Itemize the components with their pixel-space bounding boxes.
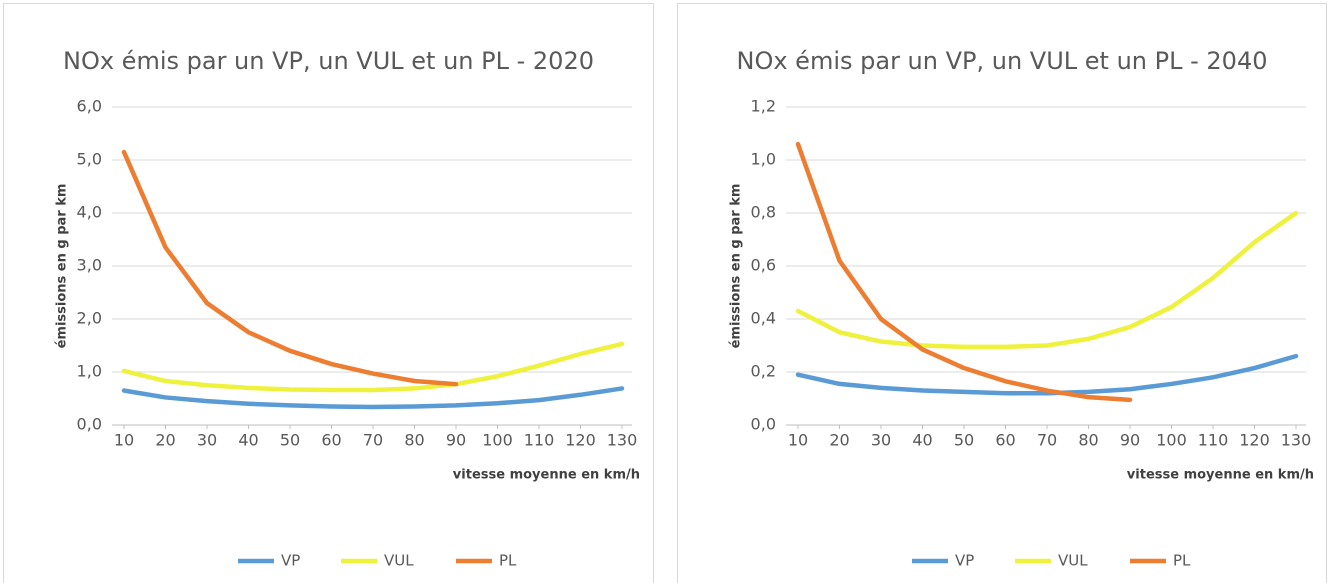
y-tick-label: 1,0 (77, 362, 102, 381)
x-tick-label: 130 (607, 431, 638, 450)
x-tick-label: 70 (1037, 431, 1057, 450)
x-tick-label: 30 (197, 431, 217, 450)
y-tick-label: 2,0 (77, 309, 102, 328)
y-tick-label: 0,2 (751, 362, 776, 381)
y-tick-label: 0,0 (751, 415, 776, 434)
x-tick-label: 100 (1156, 431, 1187, 450)
x-tick-label: 60 (995, 431, 1015, 450)
x-axis-title: vitesse moyenne en km/h (453, 468, 640, 483)
x-tick-label: 30 (871, 431, 891, 450)
legend-label: VP (281, 552, 300, 570)
y-axis-title: émissions en g par km (55, 184, 70, 349)
y-tick-label: 0,6 (751, 256, 776, 275)
x-tick-label: 10 (788, 431, 808, 450)
x-tick-label: 50 (280, 431, 300, 450)
y-tick-label: 1,0 (751, 150, 776, 169)
x-tick-label: 70 (363, 431, 383, 450)
y-tick-label: 4,0 (77, 203, 102, 222)
x-tick-label: 40 (912, 431, 932, 450)
x-axis-title: vitesse moyenne en km/h (1127, 468, 1314, 483)
x-tick-label: 90 (446, 431, 466, 450)
x-tick-label: 20 (829, 431, 849, 450)
x-tick-label: 120 (1239, 431, 1270, 450)
series-line (121, 149, 459, 387)
x-tick-label: 50 (954, 431, 974, 450)
x-tick-label: 110 (1198, 431, 1229, 450)
x-tick-label: 100 (482, 431, 513, 450)
x-tick-label: 80 (1078, 431, 1098, 450)
panel-frame (3, 3, 654, 583)
y-axis-title: émissions en g par km (729, 184, 744, 349)
chart-panel: NOx émis par un VP, un VUL et un PL - 20… (3, 3, 654, 583)
series-line (795, 141, 1133, 403)
x-tick-label: 40 (238, 431, 258, 450)
series-line (121, 341, 625, 393)
legend-label: VP (955, 552, 974, 570)
chart-panel: NOx émis par un VP, un VUL et un PL - 20… (677, 3, 1327, 583)
y-tick-label: 0,8 (751, 203, 776, 222)
x-tick-label: 10 (114, 431, 134, 450)
x-tick-label: 90 (1120, 431, 1140, 450)
x-tick-label: 20 (155, 431, 175, 450)
chart-title: NOx émis par un VP, un VUL et un PL - 20… (737, 47, 1268, 75)
x-tick-label: 80 (404, 431, 424, 450)
x-tick-label: 110 (524, 431, 555, 450)
x-tick-label: 120 (565, 431, 596, 450)
series-line (121, 386, 625, 410)
series-line (795, 210, 1299, 350)
legend-label: VUL (1058, 552, 1088, 570)
x-tick-label: 60 (321, 431, 341, 450)
y-tick-label: 6,0 (77, 97, 102, 116)
y-tick-label: 0,0 (77, 415, 102, 434)
y-tick-label: 0,4 (751, 309, 776, 328)
series-line (795, 353, 1299, 396)
legend-label: PL (1173, 552, 1191, 570)
chart-title: NOx émis par un VP, un VUL et un PL - 20… (63, 47, 594, 75)
y-tick-label: 3,0 (77, 256, 102, 275)
x-tick-label: 130 (1281, 431, 1312, 450)
legend-label: PL (499, 552, 517, 570)
legend-label: VUL (384, 552, 414, 570)
y-tick-label: 5,0 (77, 150, 102, 169)
panel-frame (677, 3, 1327, 583)
y-tick-label: 1,2 (751, 97, 776, 116)
